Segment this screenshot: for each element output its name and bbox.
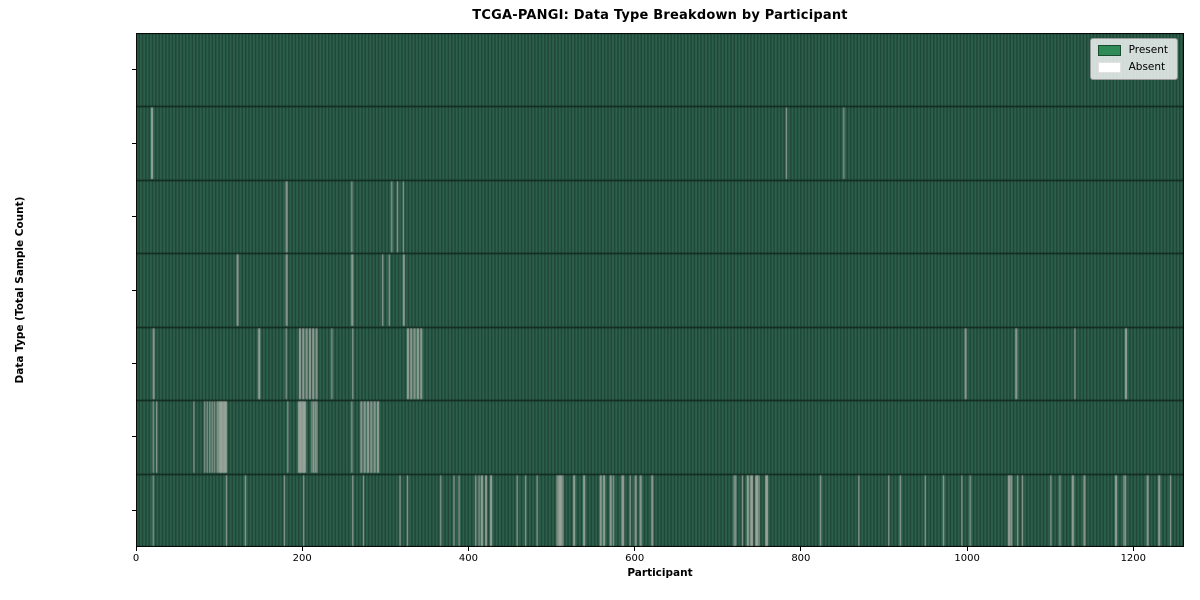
- y-tick-mark: [132, 436, 136, 438]
- y-axis-label: Data Type (Total Sample Count): [14, 196, 26, 384]
- heatmap-canvas: [136, 33, 1184, 547]
- x-tick-label: 800: [791, 553, 811, 564]
- chart-title: TCGA-PANGI: Data Type Breakdown by Parti…: [472, 8, 848, 23]
- y-tick-mark: [132, 509, 136, 511]
- y-tick-mark: [132, 362, 136, 364]
- y-tick-mark: [132, 216, 136, 218]
- x-tick-mark: [467, 547, 469, 551]
- legend-absent-swatch: [1097, 62, 1121, 73]
- legend-present-swatch: [1097, 45, 1121, 56]
- x-tick-mark: [800, 547, 802, 551]
- x-tick-label: 1200: [1120, 553, 1147, 564]
- plot-area: Present Absent: [136, 33, 1184, 547]
- x-tick-mark: [1132, 547, 1134, 551]
- legend-item-absent: Absent: [1097, 61, 1168, 74]
- x-tick-mark: [135, 547, 137, 551]
- x-tick-label: 400: [458, 553, 478, 564]
- y-tick-mark: [132, 69, 136, 71]
- x-axis-label: Participant: [627, 567, 693, 579]
- x-tick-label: 600: [625, 553, 645, 564]
- x-tick-mark: [301, 547, 303, 551]
- legend-present-label: Present: [1128, 44, 1168, 57]
- y-tick-mark: [132, 142, 136, 144]
- legend: Present Absent: [1089, 38, 1178, 80]
- x-tick-mark: [634, 547, 636, 551]
- legend-absent-label: Absent: [1128, 61, 1166, 74]
- x-tick-label: 200: [292, 553, 312, 564]
- y-tick-mark: [132, 289, 136, 291]
- x-tick-mark: [966, 547, 968, 551]
- x-tick-label: 0: [132, 553, 140, 564]
- x-tick-label: 1000: [954, 553, 980, 564]
- legend-item-present: Present: [1097, 44, 1168, 57]
